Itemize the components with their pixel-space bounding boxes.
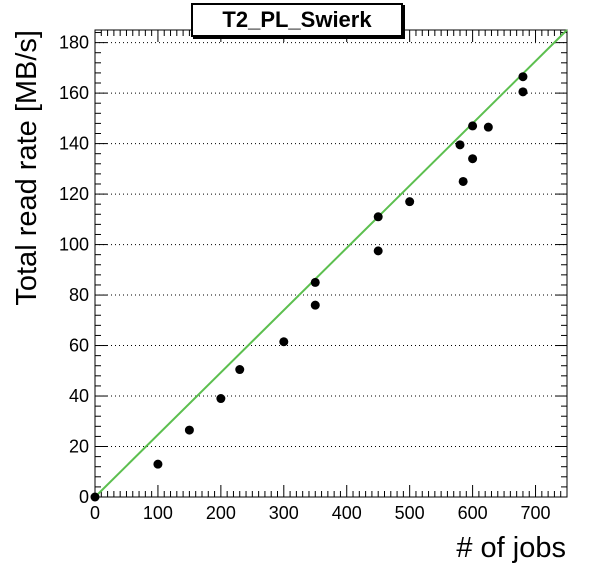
data-point	[184, 425, 194, 435]
x-tick-label: 300	[269, 503, 299, 523]
data-point	[373, 246, 383, 256]
data-point	[458, 176, 468, 186]
x-tick-label: 600	[458, 503, 488, 523]
data-point	[405, 197, 415, 207]
data-point	[235, 365, 245, 375]
data-point	[468, 154, 478, 164]
axis-ticks	[94, 30, 568, 498]
y-tick-label: 120	[59, 184, 89, 204]
x-tick-label: 100	[143, 503, 173, 523]
x-axis-label: # of jobs	[456, 532, 566, 564]
chart-title: T2_PL_Swierk	[191, 3, 403, 37]
x-tick-label: 200	[206, 503, 236, 523]
data-point	[310, 277, 320, 287]
y-axis-label: Total read rate [MB/s]	[11, 30, 43, 306]
x-tick-label: 700	[521, 503, 551, 523]
data-point	[518, 72, 528, 82]
y-tick-label: 60	[69, 336, 89, 356]
data-point	[153, 459, 163, 469]
y-tick-label: 100	[59, 235, 89, 255]
x-tick-label: 500	[395, 503, 425, 523]
y-tick-label: 40	[69, 386, 89, 406]
x-tick-label: 0	[90, 503, 100, 523]
y-tick-label: 180	[59, 33, 89, 53]
data-point	[455, 140, 465, 150]
data-points	[90, 72, 528, 502]
data-point	[483, 122, 493, 132]
grid-lines	[95, 42, 567, 448]
data-point	[468, 121, 478, 131]
y-tick-label: 0	[79, 487, 89, 507]
y-tick-label: 160	[59, 83, 89, 103]
data-point	[310, 300, 320, 310]
data-point	[279, 337, 289, 347]
data-point	[90, 492, 100, 502]
y-tick-label: 140	[59, 134, 89, 154]
data-point	[216, 394, 226, 404]
data-point	[373, 212, 383, 222]
fit-line	[94, 29, 568, 498]
y-tick-label: 80	[69, 285, 89, 305]
data-point	[518, 87, 528, 97]
y-tick-label: 20	[69, 437, 89, 457]
x-tick-label: 400	[332, 503, 362, 523]
